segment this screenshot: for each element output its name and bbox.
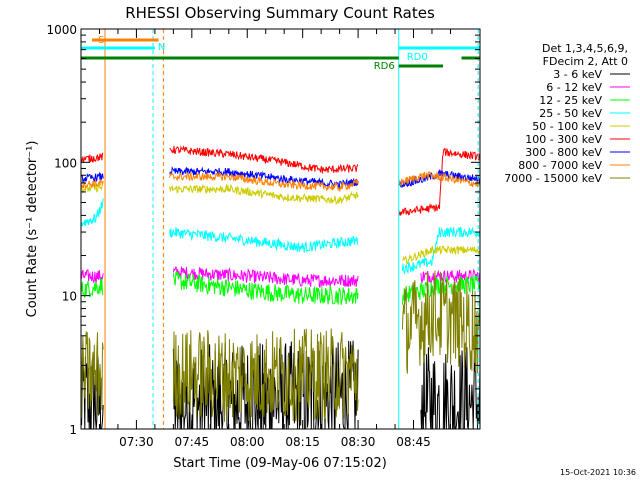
x-tick-label: 08:00 <box>230 435 265 449</box>
legend-header: FDecim 2, Att 0 <box>543 55 628 68</box>
series-segment <box>402 245 480 265</box>
chart-title: RHESSI Observing Summary Count Rates <box>125 4 435 22</box>
legend-label: 12 - 25 keV <box>539 94 602 107</box>
x-axis-label: Start Time (09-May-06 07:15:02) <box>173 456 387 471</box>
legend-header: Det 1,3,4,5,6,9, <box>542 42 628 55</box>
series-segment <box>401 270 480 374</box>
series-segment <box>81 198 104 228</box>
legend-label: 300 - 800 keV <box>525 146 602 159</box>
axes: 1 10 100 1000 07:30 07:45 08:00 08:15 08:30 08:45 <box>46 23 480 449</box>
series-segment <box>169 166 359 190</box>
legend-label: 3 - 6 keV <box>553 68 602 81</box>
annotation-label: RD6 <box>374 61 395 72</box>
x-tick-label: 08:30 <box>341 435 376 449</box>
y-tick-label: 10 <box>62 290 77 304</box>
x-tick-label: 07:30 <box>119 435 154 449</box>
x-tick-label: 08:45 <box>396 435 431 449</box>
footer-timestamp: 15-Oct-2021 10:36 <box>560 468 636 477</box>
legend-label: 800 - 7000 keV <box>518 159 602 172</box>
y-tick-label: 100 <box>54 156 77 170</box>
legend-label: 25 - 50 keV <box>539 107 602 120</box>
annotation-label: RD0 <box>407 52 428 63</box>
y-tick-label: 1 <box>69 423 77 437</box>
series-segment <box>420 346 480 429</box>
legend-label: 100 - 300 keV <box>525 133 602 146</box>
series-segment <box>398 170 480 188</box>
series-segment <box>398 147 480 216</box>
series-layer <box>81 145 480 429</box>
series-segment <box>172 271 359 305</box>
series-25-50kev-line <box>81 198 480 276</box>
series-segment <box>169 145 359 174</box>
series-segment <box>81 330 104 419</box>
series-segment <box>172 328 359 422</box>
legend-label: 50 - 100 keV <box>532 120 602 133</box>
series-segment <box>398 169 480 188</box>
x-tick-label: 07:45 <box>175 435 210 449</box>
annotation-label: N <box>158 42 165 53</box>
attenuator-annotations: S N RD0 RD6 <box>81 35 480 72</box>
marker-lines <box>104 29 479 429</box>
series-segment <box>81 152 104 163</box>
series-100-300kev-line <box>81 145 480 216</box>
series-segment <box>81 278 104 299</box>
x-tick-label: 08:15 <box>285 435 320 449</box>
plot-frame <box>80 28 481 430</box>
annotation-label: S <box>98 35 104 46</box>
series-segment <box>81 269 104 284</box>
y-tick-label: 1000 <box>46 23 77 37</box>
series-7000-15000kev-line <box>81 270 480 422</box>
series-segment <box>169 171 359 193</box>
series-segment <box>172 266 359 288</box>
series-segment <box>169 183 359 205</box>
y-axis-label: Count Rate (s⁻¹ detector⁻¹) <box>25 141 40 318</box>
series-segment <box>401 226 480 276</box>
legend-label: 6 - 12 keV <box>546 81 602 94</box>
legend: Det 1,3,4,5,6,9,FDecim 2, Att 03 - 6 keV… <box>504 42 630 185</box>
series-segment <box>169 227 359 254</box>
legend-label: 7000 - 15000 keV <box>504 172 602 185</box>
